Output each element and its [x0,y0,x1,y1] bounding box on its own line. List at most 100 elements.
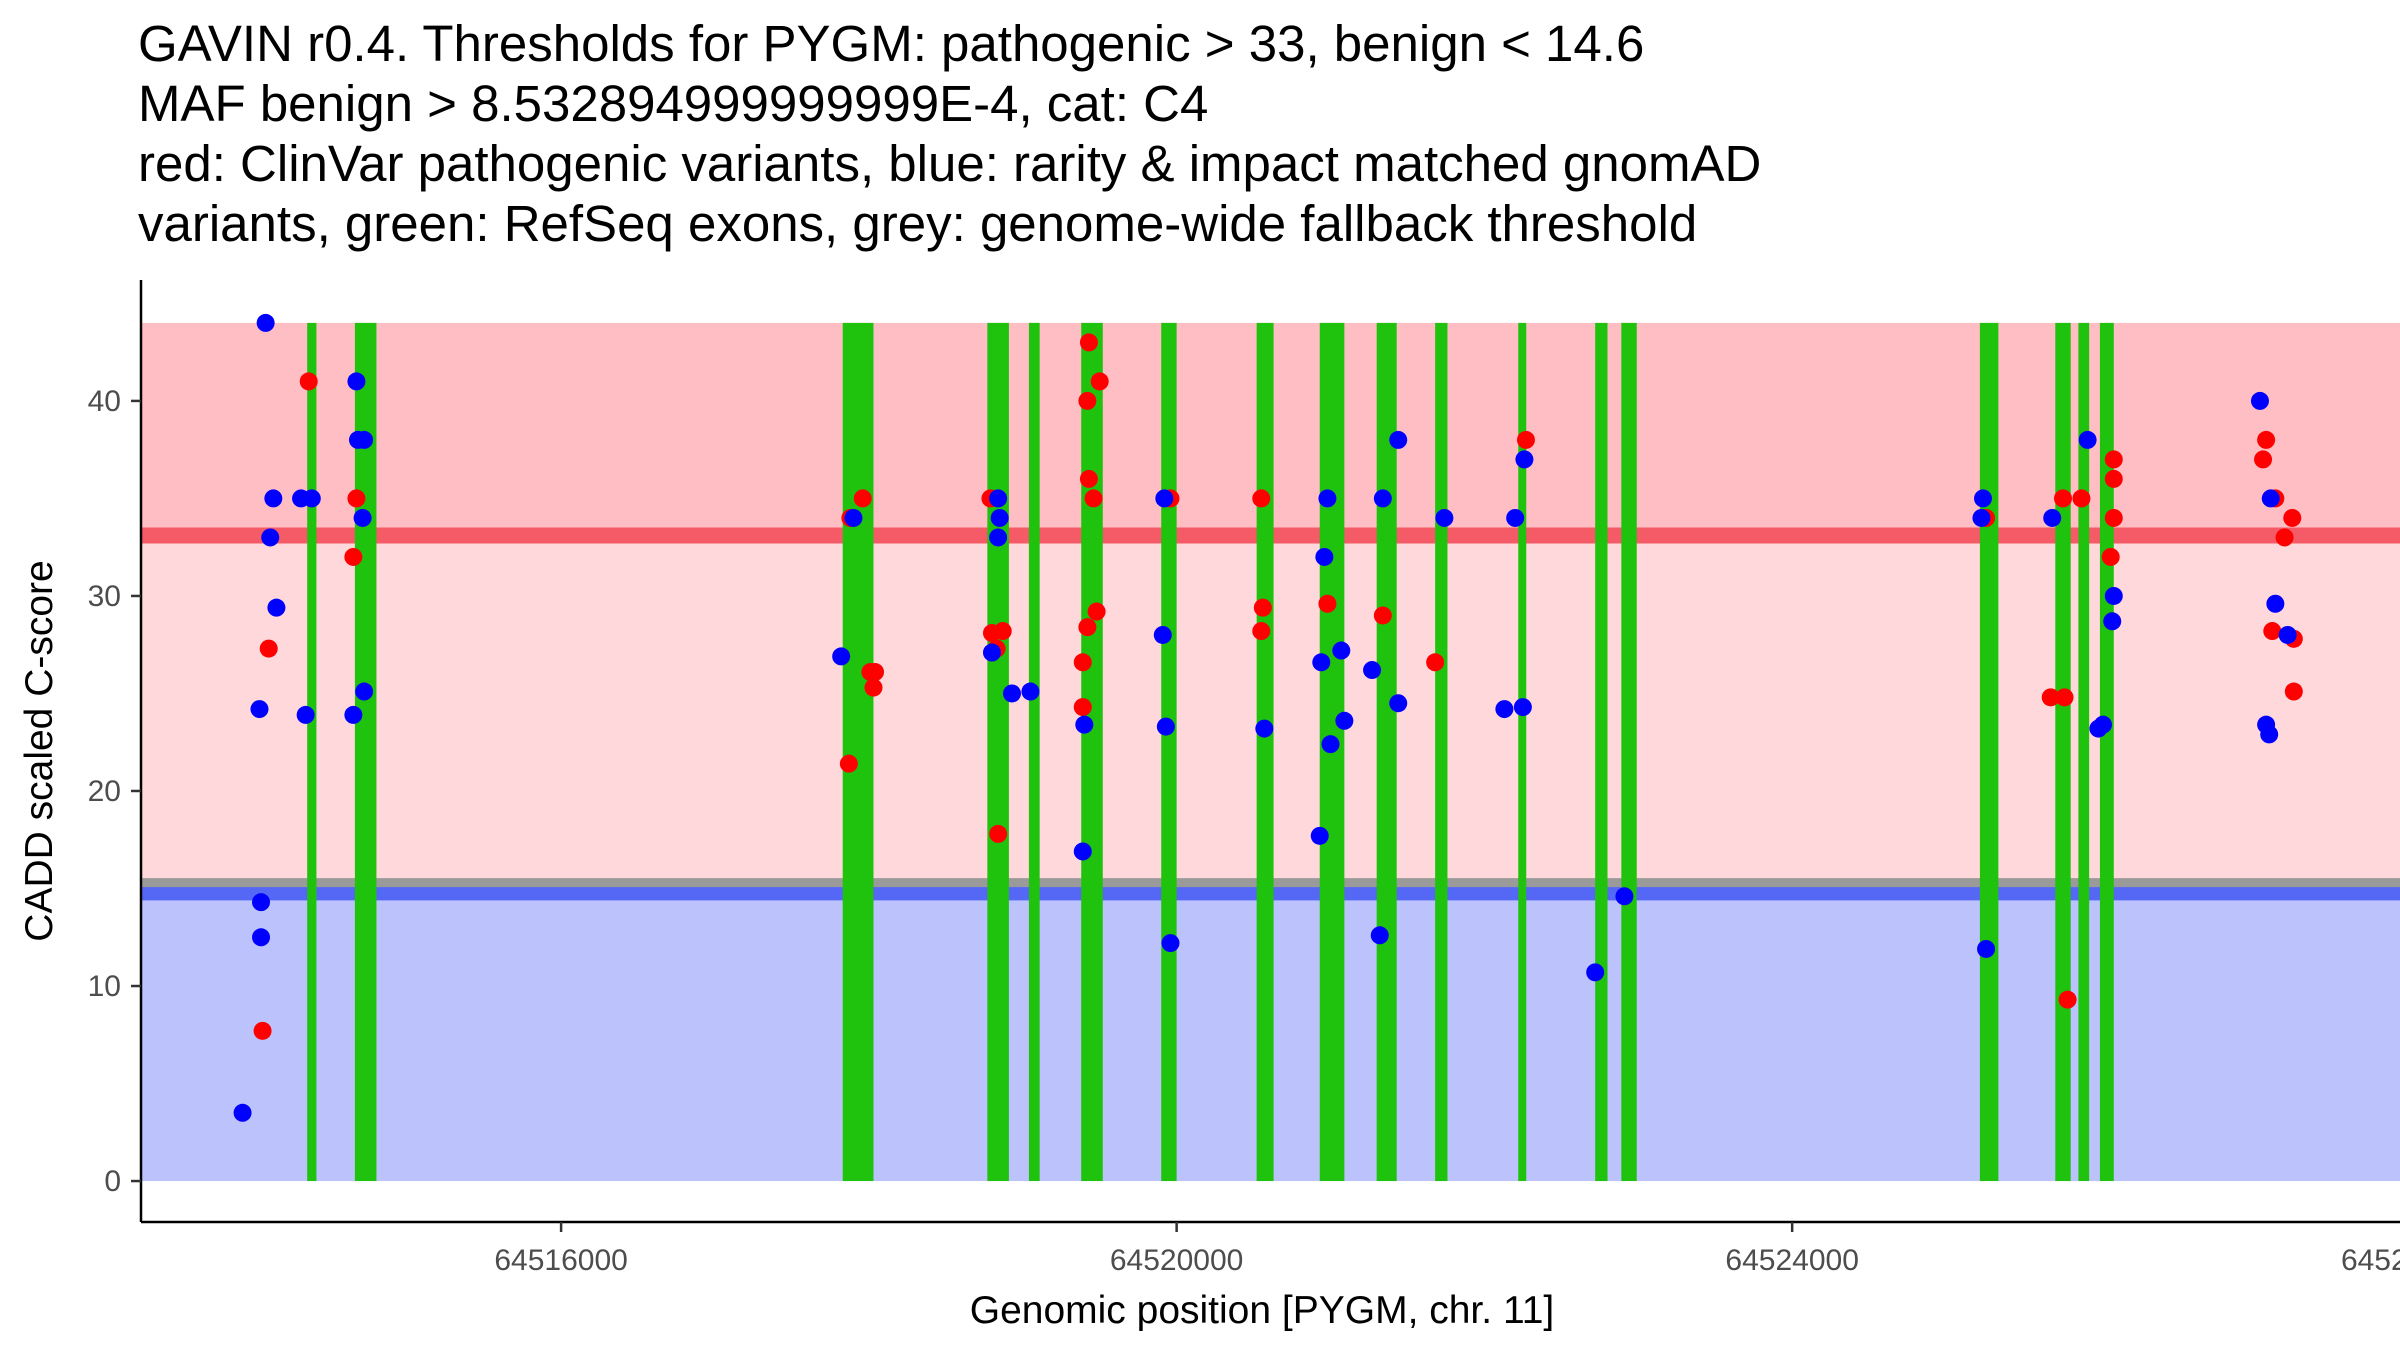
refseq-exons [307,322,2114,1182]
clinvar-point-15 [993,622,1012,641]
clinvar-point-28 [1253,598,1272,617]
gnomad-point-14 [355,430,374,449]
gnomad-point-29 [1153,625,1172,644]
gnomad-point-48 [1495,700,1514,719]
clinvar-point-23 [1087,602,1106,621]
gnomad-point-55 [2043,508,2062,527]
clinvar-point-43 [2101,547,2120,566]
gnomad-point-51 [1615,887,1634,906]
gnomad-point-61 [2250,391,2269,410]
x-tick-label-64524000: 64524000 [1725,1244,1858,1277]
gnomad-point-53 [1972,508,1991,527]
gnomad-point-2 [264,489,283,508]
gnomad-point-58 [2103,612,2122,631]
y-tick-label-10: 10 [88,970,121,1003]
gnomad-point-42 [1363,661,1382,680]
clinvar-point-29 [1252,622,1271,641]
clinvar-point-42 [2104,508,2123,527]
axes: 0 10 20 30 40 64516000 64520000 64524000 6452800… [88,280,2400,1277]
exon-bar-4 [987,322,1009,1182]
gnomad-point-10 [296,705,315,724]
exon-bar-8 [1256,322,1274,1182]
exon-bar-12 [1518,322,1527,1182]
gnomad-point-50 [1586,963,1605,982]
clinvar-point-49 [2283,508,2302,527]
y-tick-label-40: 40 [88,385,121,418]
gnomad-point-15 [353,508,372,527]
gnomad-point-24 [1002,684,1021,703]
y-tick-label-20: 20 [88,775,121,808]
clinvar-point-11 [866,663,885,682]
clinvar-point-8 [853,489,872,508]
clinvar-point-38 [2058,990,2077,1009]
clinvar-point-35 [2041,688,2060,707]
gnomad-point-23 [989,528,1008,547]
gnomad-point-32 [1255,719,1274,738]
gnomad-point-21 [989,489,1008,508]
exon-bar-14 [1621,322,1637,1182]
clinvar-point-16 [989,824,1008,843]
gnomad-point-11 [302,489,321,508]
gnomad-point-40 [1373,489,1392,508]
gnomad-point-54 [1977,939,1996,958]
exon-bar-5 [1028,322,1040,1182]
gnomad-point-1 [256,313,275,332]
clinvar-point-37 [2055,688,2074,707]
exon-bar-15 [1979,322,1999,1182]
gnomad-point-25 [1021,682,1040,701]
gnomad-point-56 [2078,430,2097,449]
exon-bar-10 [1376,322,1397,1182]
gnomad-point-36 [1310,826,1329,845]
gnomad-point-17 [355,682,374,701]
clinvar-point-45 [2254,450,2273,469]
clinvar-point-39 [2072,489,2091,508]
clinvar-point-51 [2284,682,2303,701]
gnomad-point-19 [844,508,863,527]
gnomad-point-28 [1155,489,1174,508]
gnomad-point-63 [2266,594,2285,613]
clinvar-point-33 [1516,430,1535,449]
gnomad-point-41 [1389,430,1408,449]
exon-bar-6 [1081,322,1103,1182]
gnomad-point-30 [1156,717,1175,736]
clinvar-point-5 [253,1021,272,1040]
gnomad-point-4 [267,598,286,617]
clinvar-point-40 [2104,450,2123,469]
title-line-4: variants, green: RefSeq exons, grey: gen… [138,195,1698,252]
title-line-2: MAF benign > 8.532894999999999E-4, cat: … [138,75,1209,132]
gnomad-point-47 [1506,508,1525,527]
exon-bar-1 [307,322,317,1182]
gnomad-point-60 [2094,715,2113,734]
chart-title: GAVIN r0.4. Thresholds for PYGM: pathoge… [138,14,2338,254]
gnomad-point-7 [252,928,271,947]
clinvar-point-44 [2257,430,2276,449]
exon-bar-17 [2078,322,2090,1182]
clinvar-point-10 [864,678,883,697]
gnomad-point-33 [1318,489,1337,508]
gnomad-point-37 [1332,641,1351,660]
clinvar-point-21 [1084,489,1103,508]
clinvar-point-2 [347,489,366,508]
clinvar-point-27 [1252,489,1271,508]
x-tick-label-64516000: 64516000 [494,1244,627,1277]
clinvar-point-4 [259,639,278,658]
clinvar-point-41 [2104,469,2123,488]
exon-bar-3 [842,322,874,1182]
gnomad-point-49 [1513,698,1532,717]
x-tick-label-64520000: 64520000 [1110,1244,1243,1277]
clinvar-point-31 [1373,606,1392,625]
clinvar-point-25 [1073,698,1092,717]
exon-bar-16 [2055,322,2071,1182]
clinvar-point-19 [1090,372,1109,391]
gnomad-point-39 [1321,735,1340,754]
gnomad-point-57 [2104,586,2123,605]
gnomad-point-65 [2260,725,2279,744]
clinvar-point-48 [2275,528,2294,547]
gnomad-point-16 [344,705,363,724]
title-line-1: GAVIN r0.4. Thresholds for PYGM: pathoge… [138,15,1645,72]
exon-bar-11 [1435,322,1448,1182]
y-tick-label-30: 30 [88,580,121,613]
gnomad-point-44 [1370,926,1389,945]
exon-bar-7 [1161,322,1177,1182]
clinvar-point-7 [839,754,858,773]
